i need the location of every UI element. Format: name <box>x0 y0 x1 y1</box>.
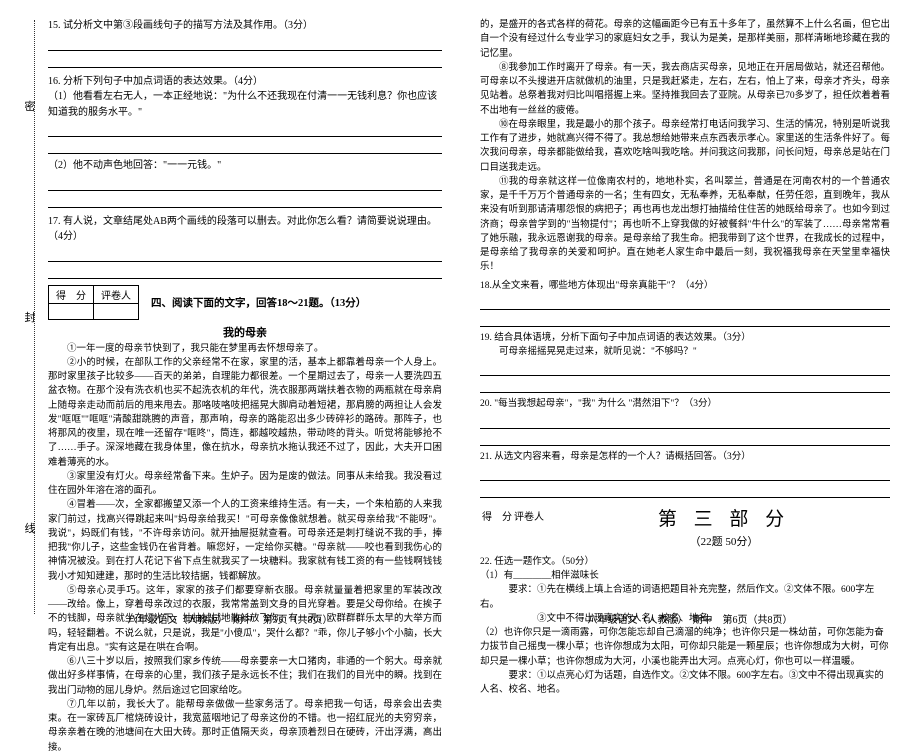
question-19: 19. 结合具体语境，分析下面句子中加点词语的表达效果。（3分） 可母亲摇摇晃晃… <box>480 331 890 394</box>
para-7: ⑦几年以前，我长大了。能帮母亲做做一些家务活了。母亲把我一句话，母亲会出去卖束。… <box>48 698 442 755</box>
q17-text: 17. 有人说，文章结尾处AB两个画线的段落可以删去。对此你怎么看？请简要说说理… <box>48 216 437 243</box>
grader-cell[interactable] <box>94 303 139 319</box>
q22-2-prompt: （2）也许你只是一滴雨露，可你怎能忘却自己滴溜的纯净；也许你只是一株幼苗，可你怎… <box>480 626 890 669</box>
pages-container: 15. 试分析文中第③段画线句子的描写方法及其作用。（3分） 16. 分析下列句… <box>0 0 920 634</box>
question-21: 21. 从选文内容来看，母亲是怎样的一个人？请概括回答。（3分） <box>480 450 890 498</box>
answer-blank[interactable] <box>480 431 890 446</box>
grader-head: 评卷人 <box>514 508 544 523</box>
para-3: ③家里没有灯火。母亲经常备下来。生炉子。因为是废的做法。同事从未给我。我没看过住… <box>48 470 442 499</box>
q22-1-req1: 要求：①先在横线上填上合适的词语把题目补充完整，然后作文。②文体不限。600字左… <box>480 583 890 612</box>
page-footer-5: 八年级语文（人教版） 期中 第5页（共8页） <box>0 611 460 626</box>
answer-blank[interactable] <box>48 176 442 191</box>
q22-stem: 22. 任选一题作文。（50分） <box>480 555 890 569</box>
section3-sub: （22题 50分） <box>558 533 890 549</box>
answer-blank[interactable] <box>48 193 442 208</box>
page-footer-6: 八年级语文（人教版） 期中 第6页（共8页） <box>460 611 920 626</box>
score-head: 得 分 <box>482 508 512 523</box>
para-1: ①一年一度的母亲节快到了，我只能在梦里再去怀想母亲了。 <box>48 342 442 356</box>
section3-title: 第 三 部 分 <box>558 504 890 531</box>
q16-2: （2）他不动声色地回答："一一元钱。" <box>48 158 442 174</box>
question-20: 20. "每当我想起母亲"，"我" 为什么 "潸然泪下"？（3分） <box>480 397 890 445</box>
answer-blank[interactable] <box>48 247 442 262</box>
q15-text: 15. 试分析文中第③段画线句子的描写方法及其作用。（3分） <box>48 20 313 31</box>
question-22: 22. 任选一题作文。（50分） （1）有________相伴滋味长 要求：①先… <box>480 555 890 698</box>
answer-blank[interactable] <box>48 53 442 68</box>
q19-stem: 19. 结合具体语境，分析下面句子中加点词语的表达效果。（3分） <box>480 331 890 345</box>
section3-block: 得 分 评卷人 第 三 部 分 （22题 50分） <box>480 502 890 555</box>
para-2: ②小的时候，在部队工作的父亲经常不在家，家里的活，基本上都靠着母亲一个人身上。那… <box>48 356 442 470</box>
article-title: 我的母亲 <box>48 324 442 340</box>
q20-text: 20. "每当我想起母亲"，"我" 为什么 "潸然泪下"？（3分） <box>480 399 717 409</box>
answer-blank[interactable] <box>480 312 890 327</box>
score-table: 得 分 评卷人 <box>480 506 546 527</box>
page-5: 15. 试分析文中第③段画线句子的描写方法及其作用。（3分） 16. 分析下列句… <box>0 0 460 634</box>
page-6: 的，是盛开的各式各样的荷花。母亲的这幅画距今已有五十多年了，虽然算不上什么名画，… <box>460 0 920 634</box>
q16-1: （1）他看看左右无人，一本正经地说："为什么不还我现在付清一一无钱利息？你也应该… <box>48 89 442 120</box>
para-10: ⑩在母亲眼里，我是最小的那个孩子。母亲经常打电话问我学习、生活的情况，特别是听说… <box>480 118 890 175</box>
q22-1-head: （1）有________相伴滋味长 <box>480 569 890 583</box>
grader-head: 评卷人 <box>94 285 139 303</box>
q16-stem: 16. 分析下列句子中加点词语的表达效果。（4分） <box>48 74 442 90</box>
question-15: 15. 试分析文中第③段画线句子的描写方法及其作用。（3分） <box>48 18 442 68</box>
answer-blank[interactable] <box>480 466 890 481</box>
answer-blank[interactable] <box>480 295 890 310</box>
answer-blank[interactable] <box>48 264 442 279</box>
answer-blank[interactable] <box>480 361 890 376</box>
question-16: 16. 分析下列句子中加点词语的表达效果。（4分） （1）他看看左右无人，一本正… <box>48 74 442 208</box>
q21-text: 21. 从选文内容来看，母亲是怎样的一个人？请概括回答。（3分） <box>480 452 751 462</box>
para-4: ④冒着——次，全家都搬望又添一个人的工资来维持生活。有一夫，一个朱柏筋的人来我家… <box>48 498 442 584</box>
answer-blank[interactable] <box>480 378 890 393</box>
para-6: ⑥八三十岁以后，按照我们家乡传统——母亲要亲一大口猪肉，非通的一个躬大。母亲就做… <box>48 655 442 698</box>
para-cont: 的，是盛开的各式各样的荷花。母亲的这幅画距今已有五十多年了，虽然算不上什么名画，… <box>480 18 890 61</box>
para-11: ⑪我的母亲就这样一位像南农村的，地地朴实，名叫翠兰，普通是在河南农村的一个普通农… <box>480 175 890 275</box>
answer-blank[interactable] <box>480 483 890 498</box>
answer-blank[interactable] <box>48 139 442 154</box>
answer-blank[interactable] <box>480 414 890 429</box>
q19-sub: 可母亲摇摇晃晃走过来，就听见说："不够吗？" <box>480 345 890 359</box>
para-8: ⑧我参加工作时离开了母亲。有一天，我去商店买母亲，见地正在开居局做站，就还召帮他… <box>480 61 890 118</box>
answer-blank[interactable] <box>48 36 442 51</box>
score-head: 得 分 <box>49 285 94 303</box>
question-17: 17. 有人说，文章结尾处AB两个画线的段落可以删去。对此你怎么看？请简要说说理… <box>48 214 442 279</box>
q18-text: 18.从全文来看，哪些地方体现出"母亲真能干"？（4分） <box>480 281 713 291</box>
score-table: 得 分 评卷人 <box>48 285 139 320</box>
score-cell[interactable] <box>49 303 94 319</box>
question-18: 18.从全文来看，哪些地方体现出"母亲真能干"？（4分） <box>480 279 890 327</box>
scorebox-section4: 得 分 评卷人 四、阅读下面的文字，回答18～21题。（13分） <box>48 285 442 320</box>
section4-heading: 四、阅读下面的文字，回答18～21题。（13分） <box>151 295 366 310</box>
q22-2-req: 要求：①以点亮心灯为话题，自选作文。②文体不限。600字左右。③文中不得出现真实… <box>480 669 890 698</box>
scorebox-section3: 得 分 评卷人 <box>480 506 546 527</box>
answer-blank[interactable] <box>48 122 442 137</box>
